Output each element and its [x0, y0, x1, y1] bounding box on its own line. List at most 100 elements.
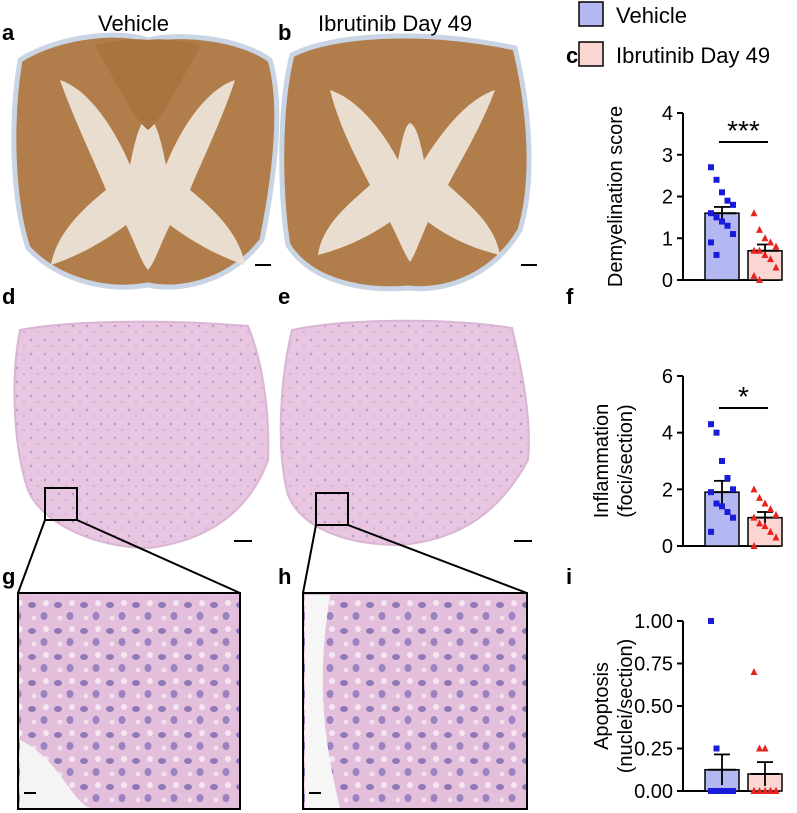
y-tick-label: 1.00 [634, 611, 673, 633]
data-point-ibrutinib [750, 542, 758, 549]
data-point-vehicle [719, 189, 725, 196]
legend-label-ibrutinib: Ibrutinib Day 49 [616, 43, 770, 68]
panel-title-vehicle: Vehicle [98, 11, 169, 36]
data-point-ibrutinib [750, 787, 758, 794]
y-tick-label: 0.25 [634, 739, 673, 761]
y-tick-label: 4 [662, 423, 673, 445]
legend-swatch-ibrutinib [578, 41, 604, 67]
panel-letter-a: a [2, 20, 15, 45]
data-point-ibrutinib [761, 234, 769, 242]
data-point-ibrutinib [756, 787, 763, 794]
data-point-vehicle [708, 489, 714, 496]
data-point-ibrutinib [750, 271, 758, 279]
data-point-ibrutinib [761, 744, 769, 752]
y-axis-label: Demyelination score [605, 106, 627, 287]
data-point-ibrutinib [750, 513, 758, 521]
data-point-vehicle [730, 486, 736, 493]
data-point-ibrutinib [767, 505, 774, 513]
scale-bar-g [24, 792, 36, 794]
scale-bar-a [255, 264, 271, 266]
data-point-ibrutinib [750, 485, 758, 493]
micrograph-a-vehicle-myelin [11, 32, 280, 290]
panel-letter-c: c [566, 43, 579, 68]
panel-letter-b: b [278, 20, 292, 45]
y-axis-label: (nuclei/section) [615, 639, 637, 774]
micrograph-d-vehicle-he [13, 320, 270, 550]
data-point-vehicle [730, 201, 736, 208]
y-tick-label: 2 [662, 479, 673, 501]
y-tick-label: 4 [662, 103, 673, 125]
y-tick-label: 3 [662, 145, 673, 167]
data-point-vehicle [713, 745, 720, 752]
legend: Vehicle Ibrutinib Day 49 [578, 1, 770, 68]
data-point-vehicle [713, 251, 720, 258]
data-point-ibrutinib [756, 276, 763, 283]
chart-c-demyelination: 0 1 2 3 4 Demyelination score *** [605, 103, 783, 292]
scale-bar-b [521, 264, 537, 266]
y-tick-label: 0 [662, 270, 673, 292]
y-tick-label: 6 [662, 366, 673, 388]
data-point-ibrutinib [772, 787, 780, 794]
micrograph-e-ibrutinib-he [279, 319, 530, 547]
legend-label-vehicle: Vehicle [616, 3, 687, 28]
scale-bar-d [234, 540, 252, 542]
zoom-lines [17, 519, 528, 594]
micrograph-g-vehicle-zoom [17, 592, 241, 810]
data-point-ibrutinib [772, 510, 780, 518]
data-point-vehicle [708, 421, 714, 428]
data-point-vehicle [724, 788, 731, 794]
scale-bar-h [309, 792, 321, 794]
data-point-vehicle [719, 458, 725, 464]
legend-swatch-vehicle [578, 1, 604, 27]
chart-i-apoptosis: 0.00 0.25 0.50 0.75 1.00 Apoptosis (nuclei/sec… [591, 611, 783, 803]
data-point-vehicle [708, 239, 714, 246]
data-point-ibrutinib [767, 255, 774, 263]
bar-ibrutinib [747, 516, 783, 547]
data-point-vehicle [708, 164, 714, 171]
chart-f-inflammation: 0 2 4 6 Inflammation (foci/section) * [591, 366, 783, 558]
data-point-ibrutinib [767, 787, 774, 794]
data-point-vehicle [730, 231, 736, 238]
inset-box-e [315, 492, 349, 526]
data-point-vehicle [708, 788, 714, 794]
data-point-ibrutinib [772, 263, 780, 271]
data-point-ibrutinib [772, 242, 780, 250]
data-point-vehicle [713, 214, 720, 221]
y-tick-label: 0 [662, 536, 673, 558]
data-point-vehicle [719, 788, 725, 794]
panel-letter-i: i [566, 564, 573, 589]
data-point-vehicle [724, 222, 731, 229]
panel-letter-g: g [2, 564, 16, 589]
y-tick-label: 2 [662, 187, 673, 209]
data-point-vehicle [724, 475, 731, 481]
y-tick-label: 0.75 [634, 654, 673, 676]
scale-bar-e [514, 540, 532, 542]
data-point-vehicle [708, 528, 714, 535]
panel-letter-f: f [566, 284, 574, 309]
inset-box-d [44, 487, 78, 521]
data-point-vehicle [713, 500, 720, 507]
y-tick-label: 1 [662, 228, 673, 250]
data-point-vehicle [724, 509, 731, 515]
panel-title-ibrutinib: Ibrutinib Day 49 [318, 11, 473, 36]
data-point-ibrutinib [750, 668, 758, 675]
data-point-ibrutinib [772, 533, 780, 541]
data-point-ibrutinib [750, 209, 758, 217]
data-point-vehicle [730, 788, 736, 794]
data-point-vehicle [708, 618, 714, 624]
data-point-ibrutinib [756, 519, 763, 527]
data-point-vehicle [713, 788, 720, 794]
data-point-vehicle [719, 503, 725, 510]
data-point-vehicle [713, 176, 720, 183]
y-tick-label: 0.00 [634, 781, 673, 803]
data-point-vehicle [730, 514, 736, 521]
panel-letter-h: h [278, 564, 292, 589]
data-point-ibrutinib [756, 744, 763, 752]
y-axis-label: Inflammation [591, 404, 613, 519]
data-point-ibrutinib [756, 246, 763, 254]
data-point-ibrutinib [761, 250, 769, 258]
panel-letter-e: e [278, 284, 291, 309]
y-axis-label: (foci/section) [615, 404, 637, 517]
data-point-ibrutinib [750, 246, 758, 254]
